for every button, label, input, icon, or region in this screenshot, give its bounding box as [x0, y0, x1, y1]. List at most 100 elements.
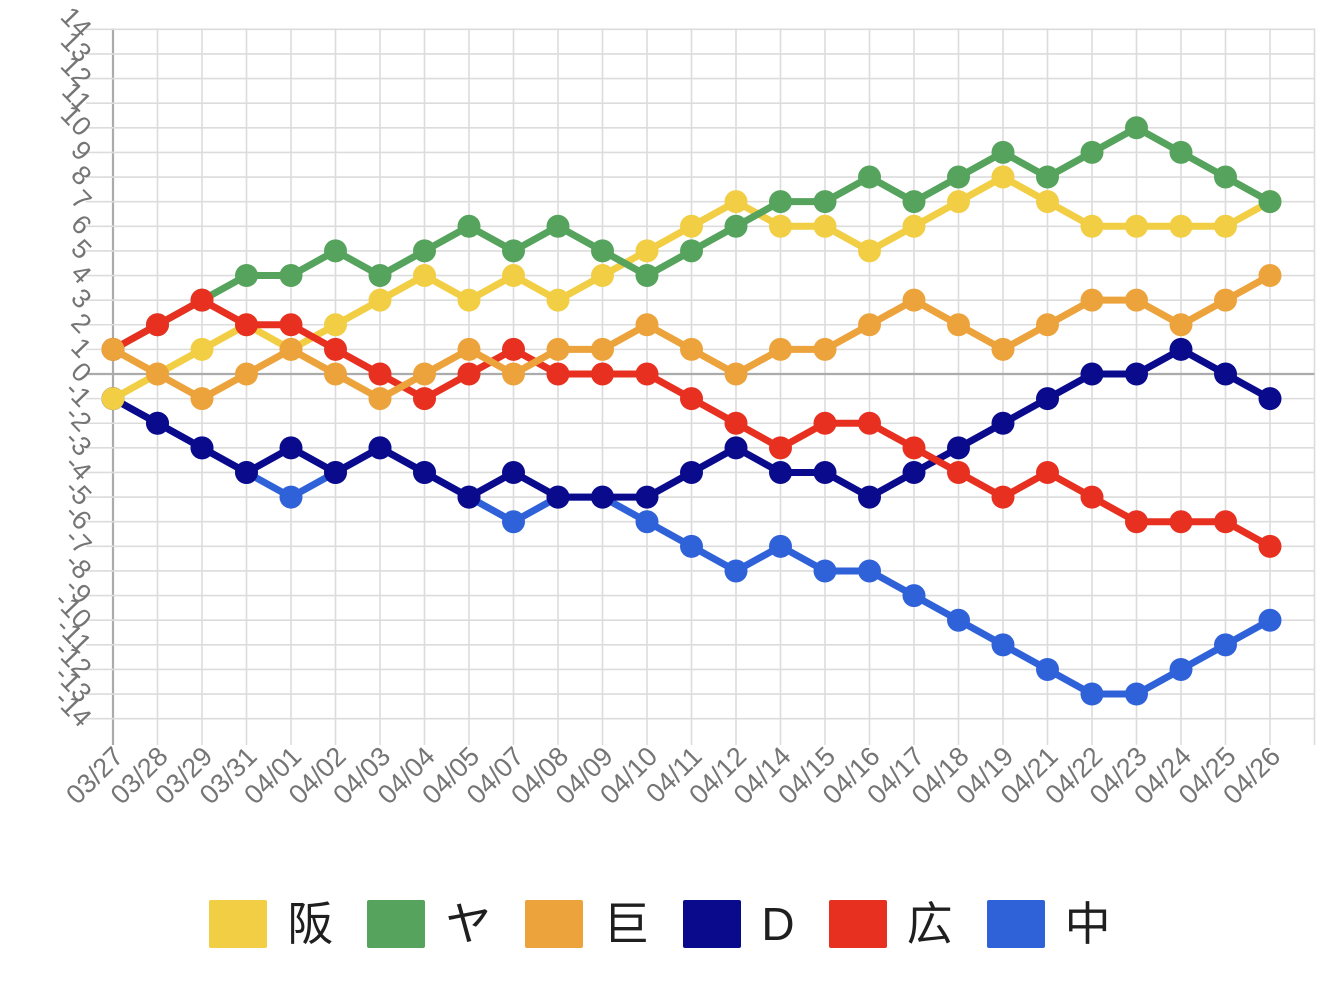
data-point-巨-04/17 — [902, 288, 926, 312]
data-point-阪-04/11 — [680, 214, 703, 238]
data-point-広-04/02 — [324, 337, 347, 361]
data-point-広-04/23 — [1125, 510, 1148, 534]
data-point-阪-04/21 — [1036, 190, 1059, 214]
data-point-ヤ-04/26 — [1258, 190, 1282, 214]
data-point-阪-04/12 — [724, 190, 748, 214]
data-point-D-04/09 — [591, 485, 614, 509]
legend-item-hanshin[interactable]: 阪 — [209, 900, 333, 948]
legend-swatch-kyojin — [525, 900, 584, 948]
data-point-中-04/11 — [680, 534, 703, 558]
data-point-ヤ-04/08 — [546, 214, 570, 238]
data-point-巨-04/23 — [1125, 288, 1148, 312]
data-point-広-04/21 — [1036, 460, 1059, 484]
y-axis-label: 2 — [65, 307, 97, 339]
legend-item-chunichi[interactable]: 中 — [986, 900, 1111, 948]
data-point-広-04/03 — [368, 362, 392, 386]
data-point-中-04/21 — [1036, 657, 1059, 681]
y-axis-label: 1 — [65, 332, 97, 364]
data-point-広-04/16 — [858, 411, 881, 435]
data-point-中-04/12 — [724, 559, 748, 583]
data-point-巨-04/15 — [813, 337, 837, 361]
data-point-ヤ-04/22 — [1080, 140, 1104, 164]
data-point-ヤ-04/17 — [902, 190, 926, 214]
data-point-ヤ-03/31 — [235, 264, 258, 288]
legend-label-hanshin: 阪 — [287, 898, 334, 950]
y-axis-label: 10 — [55, 100, 97, 142]
chart-legend: 阪 ヤ 巨 D 広 中 — [0, 878, 1320, 970]
data-point-中-04/15 — [813, 559, 837, 583]
legend-item-kyojin[interactable]: 巨 — [525, 900, 649, 948]
data-point-中-04/25 — [1214, 633, 1237, 657]
series-巨 — [101, 264, 1282, 411]
legend-label-kyojin: 巨 — [603, 898, 650, 950]
data-point-広-03/29 — [190, 288, 214, 312]
data-point-阪-04/18 — [947, 190, 970, 214]
data-point-阪-03/29 — [190, 337, 214, 361]
data-point-広-04/12 — [724, 411, 748, 435]
data-point-D-04/23 — [1125, 362, 1148, 386]
data-point-D-04/21 — [1036, 387, 1059, 411]
data-point-広-03/31 — [235, 313, 258, 337]
data-point-D-04/25 — [1214, 362, 1237, 386]
data-point-巨-04/02 — [324, 362, 347, 386]
data-point-ヤ-04/07 — [502, 239, 525, 263]
data-point-広-04/01 — [279, 313, 303, 337]
data-point-広-04/19 — [991, 485, 1015, 509]
data-point-中-04/24 — [1169, 657, 1193, 681]
data-point-阪-04/24 — [1169, 214, 1193, 238]
data-point-D-04/19 — [991, 411, 1015, 435]
data-point-D-04/02 — [324, 460, 347, 484]
data-point-D-04/10 — [635, 485, 659, 509]
data-point-D-04/08 — [546, 485, 570, 509]
data-point-巨-04/22 — [1080, 288, 1104, 312]
legend-item-hiroshima[interactable]: 広 — [828, 900, 953, 948]
data-point-阪-04/04 — [413, 264, 436, 288]
data-point-ヤ-04/21 — [1036, 165, 1059, 189]
data-point-ヤ-04/18 — [947, 165, 970, 189]
data-point-阪-04/03 — [368, 288, 392, 312]
data-point-中-04/01 — [279, 485, 303, 509]
data-point-巨-04/12 — [724, 362, 748, 386]
data-point-阪-04/10 — [635, 239, 659, 263]
data-point-巨-04/09 — [591, 337, 614, 361]
data-point-巨-04/25 — [1214, 288, 1237, 312]
legend-item-dena[interactable]: D — [683, 900, 795, 948]
data-point-ヤ-04/12 — [724, 214, 748, 238]
y-axis-label: 5 — [65, 233, 97, 265]
data-point-D-03/31 — [235, 460, 258, 484]
data-point-広-04/08 — [546, 362, 570, 386]
data-point-ヤ-04/23 — [1125, 116, 1148, 140]
series-広 — [101, 288, 1282, 558]
data-point-巨-04/10 — [635, 313, 659, 337]
data-point-阪-04/25 — [1214, 214, 1237, 238]
x-axis-labels: 03/2703/2803/2903/3104/0104/0204/0304/04… — [60, 741, 1286, 810]
data-point-ヤ-04/05 — [457, 214, 481, 238]
data-point-巨-04/21 — [1036, 313, 1059, 337]
data-point-広-04/11 — [680, 387, 703, 411]
legend-swatch-hiroshima — [828, 900, 887, 948]
data-point-阪-04/14 — [769, 214, 792, 238]
data-point-ヤ-04/16 — [858, 165, 881, 189]
y-axis-label: 9 — [65, 135, 97, 167]
data-point-広-04/05 — [457, 362, 481, 386]
data-point-広-04/10 — [635, 362, 659, 386]
legend-swatch-yakult — [367, 900, 426, 948]
data-point-D-04/01 — [279, 436, 303, 460]
data-point-巨-03/29 — [190, 387, 214, 411]
data-point-ヤ-04/09 — [591, 239, 614, 263]
data-point-ヤ-04/04 — [413, 239, 436, 263]
legend-item-yakult[interactable]: ヤ — [367, 900, 491, 948]
data-point-D-03/28 — [146, 411, 169, 435]
data-point-D-04/24 — [1169, 337, 1193, 361]
data-point-広-04/07 — [502, 337, 525, 361]
data-point-巨-03/31 — [235, 362, 258, 386]
data-point-巨-04/14 — [769, 337, 792, 361]
data-point-阪-04/23 — [1125, 214, 1148, 238]
data-point-D-04/04 — [413, 460, 436, 484]
data-point-中-04/16 — [858, 559, 881, 583]
data-point-阪-03/27 — [101, 387, 125, 411]
data-point-阪-04/22 — [1080, 214, 1104, 238]
data-point-広-04/14 — [769, 436, 792, 460]
data-point-中-04/19 — [991, 633, 1015, 657]
data-point-中-04/22 — [1080, 682, 1104, 706]
